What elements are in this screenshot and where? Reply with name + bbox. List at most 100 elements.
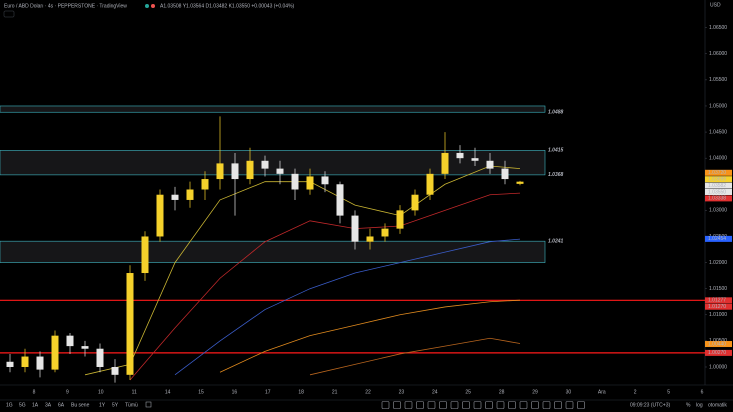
price-tag	[705, 341, 732, 348]
percent-toggle[interactable]: %	[686, 402, 691, 408]
price-tag-label: 1.02454	[708, 236, 726, 242]
range-button[interactable]: Tümü	[125, 402, 138, 408]
y-tick-label: 1.05500	[709, 77, 727, 83]
range-button[interactable]: Bu sene	[71, 402, 90, 408]
candle-body	[321, 176, 329, 185]
support-resistance-zone[interactable]	[0, 105, 546, 113]
y-tick-label: 1.04000	[709, 156, 727, 162]
support-resistance-zone[interactable]	[0, 150, 546, 176]
candle-body	[471, 158, 479, 161]
x-tick-label: 10	[98, 389, 104, 395]
range-button[interactable]: 1A	[32, 402, 39, 408]
candle-body	[81, 346, 89, 349]
support-resistance-zone[interactable]	[0, 240, 546, 263]
tool-icon[interactable]	[473, 401, 482, 409]
price-tag-label: 1.00270	[708, 350, 726, 356]
candle-body	[501, 168, 509, 180]
symbol-title[interactable]: Euro / ABD Doları · 4s · PEPPERSTONE · T…	[4, 3, 127, 9]
moving-average	[174, 238, 521, 376]
candle-body	[96, 348, 104, 367]
price-tag	[705, 349, 732, 356]
range-button[interactable]: 5G	[19, 402, 26, 408]
price-tag-label: 1.03550	[708, 189, 726, 195]
candle-body	[456, 152, 464, 159]
tool-icon[interactable]	[462, 401, 470, 409]
candle-body	[246, 160, 254, 180]
x-tick-label: 29	[532, 389, 538, 395]
range-button[interactable]: 1Y	[99, 402, 106, 408]
tool-icon[interactable]	[416, 401, 424, 409]
price-tag-label: 1.01277	[708, 298, 726, 304]
moving-average	[309, 337, 521, 376]
currency[interactable]: USD	[710, 2, 721, 8]
tool-icon[interactable]	[531, 401, 539, 409]
market-status	[145, 4, 149, 8]
price-tag-label: 1.01270	[708, 304, 726, 310]
candle-body	[426, 173, 434, 195]
range-button[interactable]: 6A	[58, 402, 65, 408]
x-tick-label: 28	[499, 389, 505, 395]
x-tick-label: 23	[399, 389, 405, 395]
x-tick-label: 6	[701, 389, 704, 395]
price-tag	[705, 235, 732, 242]
x-tick-label: 17	[265, 389, 271, 395]
range-button[interactable]: 5Y	[112, 402, 119, 408]
price-tag	[705, 169, 732, 176]
tool-icon[interactable]	[404, 401, 413, 409]
tool-icon[interactable]	[542, 401, 551, 409]
x-tick-label: 5	[667, 389, 670, 395]
x-tick-label: 11	[132, 389, 137, 395]
tool-icon[interactable]	[381, 401, 390, 409]
tool-icon[interactable]	[508, 401, 516, 409]
range-button[interactable]: 3A	[45, 402, 52, 408]
zone-label: 1.0415	[548, 148, 564, 154]
calendar-button[interactable]	[145, 401, 152, 408]
price-tag-label: 1.03338	[708, 196, 726, 202]
tool-icon[interactable]	[554, 401, 562, 409]
y-tick-label: 1.04500	[709, 129, 727, 135]
tool-icon[interactable]	[519, 401, 528, 409]
range-button[interactable]: 1G	[6, 402, 13, 408]
candle-body	[201, 179, 209, 190]
moving-average	[219, 299, 521, 373]
tool-icon[interactable]	[450, 401, 459, 409]
clock[interactable]: 09:09:23 (UTC+3)	[630, 402, 670, 408]
x-tick-label: 22	[365, 389, 371, 395]
log-toggle[interactable]: log	[696, 402, 703, 408]
y-tick-label: 1.01500	[709, 286, 727, 292]
y-tick-label: 1.03000	[709, 208, 727, 214]
candle-body	[141, 236, 149, 274]
tool-icon[interactable]	[496, 401, 505, 409]
x-tick-label: 9	[66, 389, 69, 395]
tool-icon[interactable]	[577, 401, 585, 409]
auto-toggle[interactable]: otomatik	[708, 402, 727, 408]
tool-icon[interactable]	[439, 401, 447, 409]
y-tick-label: 1.02000	[709, 260, 727, 266]
collapse-button[interactable]	[3, 10, 15, 18]
tool-icon[interactable]	[427, 401, 436, 409]
tool-icon[interactable]	[485, 401, 493, 409]
price-tag	[705, 303, 732, 310]
moving-average	[129, 192, 521, 381]
price-tag	[705, 188, 732, 195]
price-tag-label: 1.03720	[708, 170, 726, 176]
candle-body	[51, 335, 59, 370]
price-tag	[705, 182, 732, 189]
y-tick-label: 1.06000	[709, 51, 727, 57]
tool-icon[interactable]	[565, 401, 574, 409]
candle-body	[486, 160, 494, 169]
x-tick-label: 14	[165, 389, 171, 395]
price-tag	[705, 297, 732, 304]
price-tag	[705, 176, 732, 183]
x-tick-label: 16	[232, 389, 238, 395]
x-tick-label: 30	[566, 389, 572, 395]
candle-body	[231, 163, 239, 180]
tool-icon[interactable]	[393, 401, 401, 409]
candle-body	[36, 356, 44, 370]
candle-body	[306, 176, 314, 190]
candle-body	[171, 194, 179, 200]
x-tick-label: 21	[332, 389, 338, 395]
ohlc-values: A1.03508 Y1.03564 D1.03482 K1.03550 +0.0…	[160, 3, 295, 9]
x-tick-label: 8	[33, 389, 36, 395]
